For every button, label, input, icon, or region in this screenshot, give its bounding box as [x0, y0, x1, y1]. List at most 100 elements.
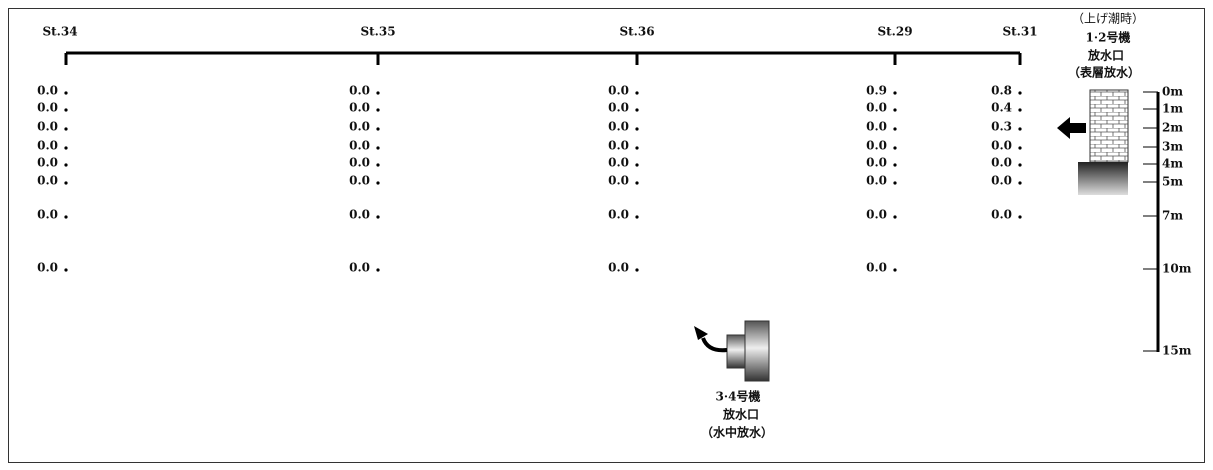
depth-label: 0m: [1162, 85, 1183, 99]
outflow-arrow: [1057, 117, 1086, 139]
station-value: 0.0: [608, 261, 629, 275]
unit-label: 3·4号機: [716, 389, 761, 404]
station-value: 0.0: [866, 101, 887, 115]
sample-point: [635, 108, 639, 112]
station-value: 0.0: [608, 156, 629, 170]
sample-point: [376, 268, 380, 272]
sample-point: [635, 91, 639, 95]
station-value: 0.0: [608, 139, 629, 153]
sample-point: [635, 181, 639, 185]
sample-point: [64, 127, 68, 131]
station-value: 0.0: [866, 156, 887, 170]
station-value: 0.0: [608, 208, 629, 222]
sample-point: [376, 127, 380, 131]
station-value: 0.0: [349, 261, 370, 275]
depth-label: 15m: [1162, 344, 1192, 358]
station-value: 0.0: [349, 174, 370, 188]
station-value: 0.0: [866, 139, 887, 153]
tide-label: （上げ潮時）: [1072, 11, 1144, 26]
sample-point: [376, 181, 380, 185]
seabed-icon: [1078, 162, 1128, 195]
station-value: 0.0: [37, 174, 58, 188]
depth-label: 7m: [1162, 209, 1183, 223]
sample-point: [1018, 146, 1022, 150]
station-name: St.31: [1002, 25, 1037, 39]
station-value: 0.0: [866, 174, 887, 188]
depth-label: 5m: [1162, 175, 1183, 189]
station-value: 0.0: [37, 156, 58, 170]
sample-point: [376, 146, 380, 150]
station-value: 0.0: [349, 101, 370, 115]
station-name: St.29: [877, 25, 912, 39]
station-value: 0.4: [991, 101, 1012, 115]
station-value: 0.9: [866, 84, 887, 98]
pipe-icon: [726, 334, 748, 369]
station-value: 0.0: [37, 208, 58, 222]
station-value: 0.0: [608, 84, 629, 98]
sample-point: [893, 108, 897, 112]
station-value: 0.0: [37, 139, 58, 153]
depth-label: 1m: [1162, 102, 1183, 116]
station-value: 0.0: [349, 120, 370, 134]
sample-point: [376, 108, 380, 112]
station-name: St.36: [619, 25, 654, 39]
outlet-icon: [744, 320, 770, 382]
depth-label: 3m: [1162, 140, 1183, 154]
depth-label: 2m: [1162, 121, 1183, 135]
sample-point: [893, 268, 897, 272]
sample-point: [635, 215, 639, 219]
station-value: 0.0: [991, 208, 1012, 222]
sample-point: [893, 181, 897, 185]
outlet-type: （表層放水）: [1068, 65, 1140, 80]
station-value: 0.0: [866, 120, 887, 134]
station-value: 0.0: [349, 84, 370, 98]
sample-point: [635, 146, 639, 150]
station-value: 0.0: [608, 174, 629, 188]
sample-point: [64, 91, 68, 95]
depth-label: 10m: [1162, 262, 1192, 276]
wall-icon: [1089, 89, 1129, 163]
sample-point: [376, 215, 380, 219]
sample-point: [893, 215, 897, 219]
sample-point: [635, 163, 639, 167]
sample-point: [64, 146, 68, 150]
station-value: 0.0: [349, 139, 370, 153]
sample-point: [64, 181, 68, 185]
station-value: 0.0: [608, 120, 629, 134]
station-name: St.35: [360, 25, 395, 39]
station-value: 0.0: [349, 208, 370, 222]
station-value: 0.0: [991, 156, 1012, 170]
station-value: 0.0: [37, 84, 58, 98]
jet-arrow: [701, 337, 728, 353]
depth-label: 4m: [1162, 157, 1183, 171]
sample-point: [893, 127, 897, 131]
outlet-type: （水中放水）: [701, 425, 773, 440]
sample-point: [64, 108, 68, 112]
sample-point: [1018, 181, 1022, 185]
sample-point: [635, 268, 639, 272]
station-value: 0.0: [37, 261, 58, 275]
sample-point: [1018, 91, 1022, 95]
sample-point: [893, 91, 897, 95]
unit-label: 1·2号機: [1086, 30, 1131, 45]
outlet-label: 放水口: [1087, 48, 1124, 63]
sample-point: [376, 163, 380, 167]
sample-point: [64, 163, 68, 167]
sample-point: [893, 163, 897, 167]
sample-point: [1018, 163, 1022, 167]
sample-point: [64, 268, 68, 272]
station-value: 0.0: [349, 156, 370, 170]
station-value: 0.0: [991, 174, 1012, 188]
sample-point: [376, 91, 380, 95]
sample-point: [64, 215, 68, 219]
station-value: 0.0: [991, 139, 1012, 153]
outlet-label: 放水口: [722, 407, 759, 422]
sample-point: [635, 127, 639, 131]
station-value: 0.0: [37, 101, 58, 115]
station-value: 0.0: [866, 208, 887, 222]
station-value: 0.0: [608, 101, 629, 115]
sample-point: [1018, 108, 1022, 112]
sample-point: [893, 146, 897, 150]
jet-arrowhead: [694, 326, 708, 340]
